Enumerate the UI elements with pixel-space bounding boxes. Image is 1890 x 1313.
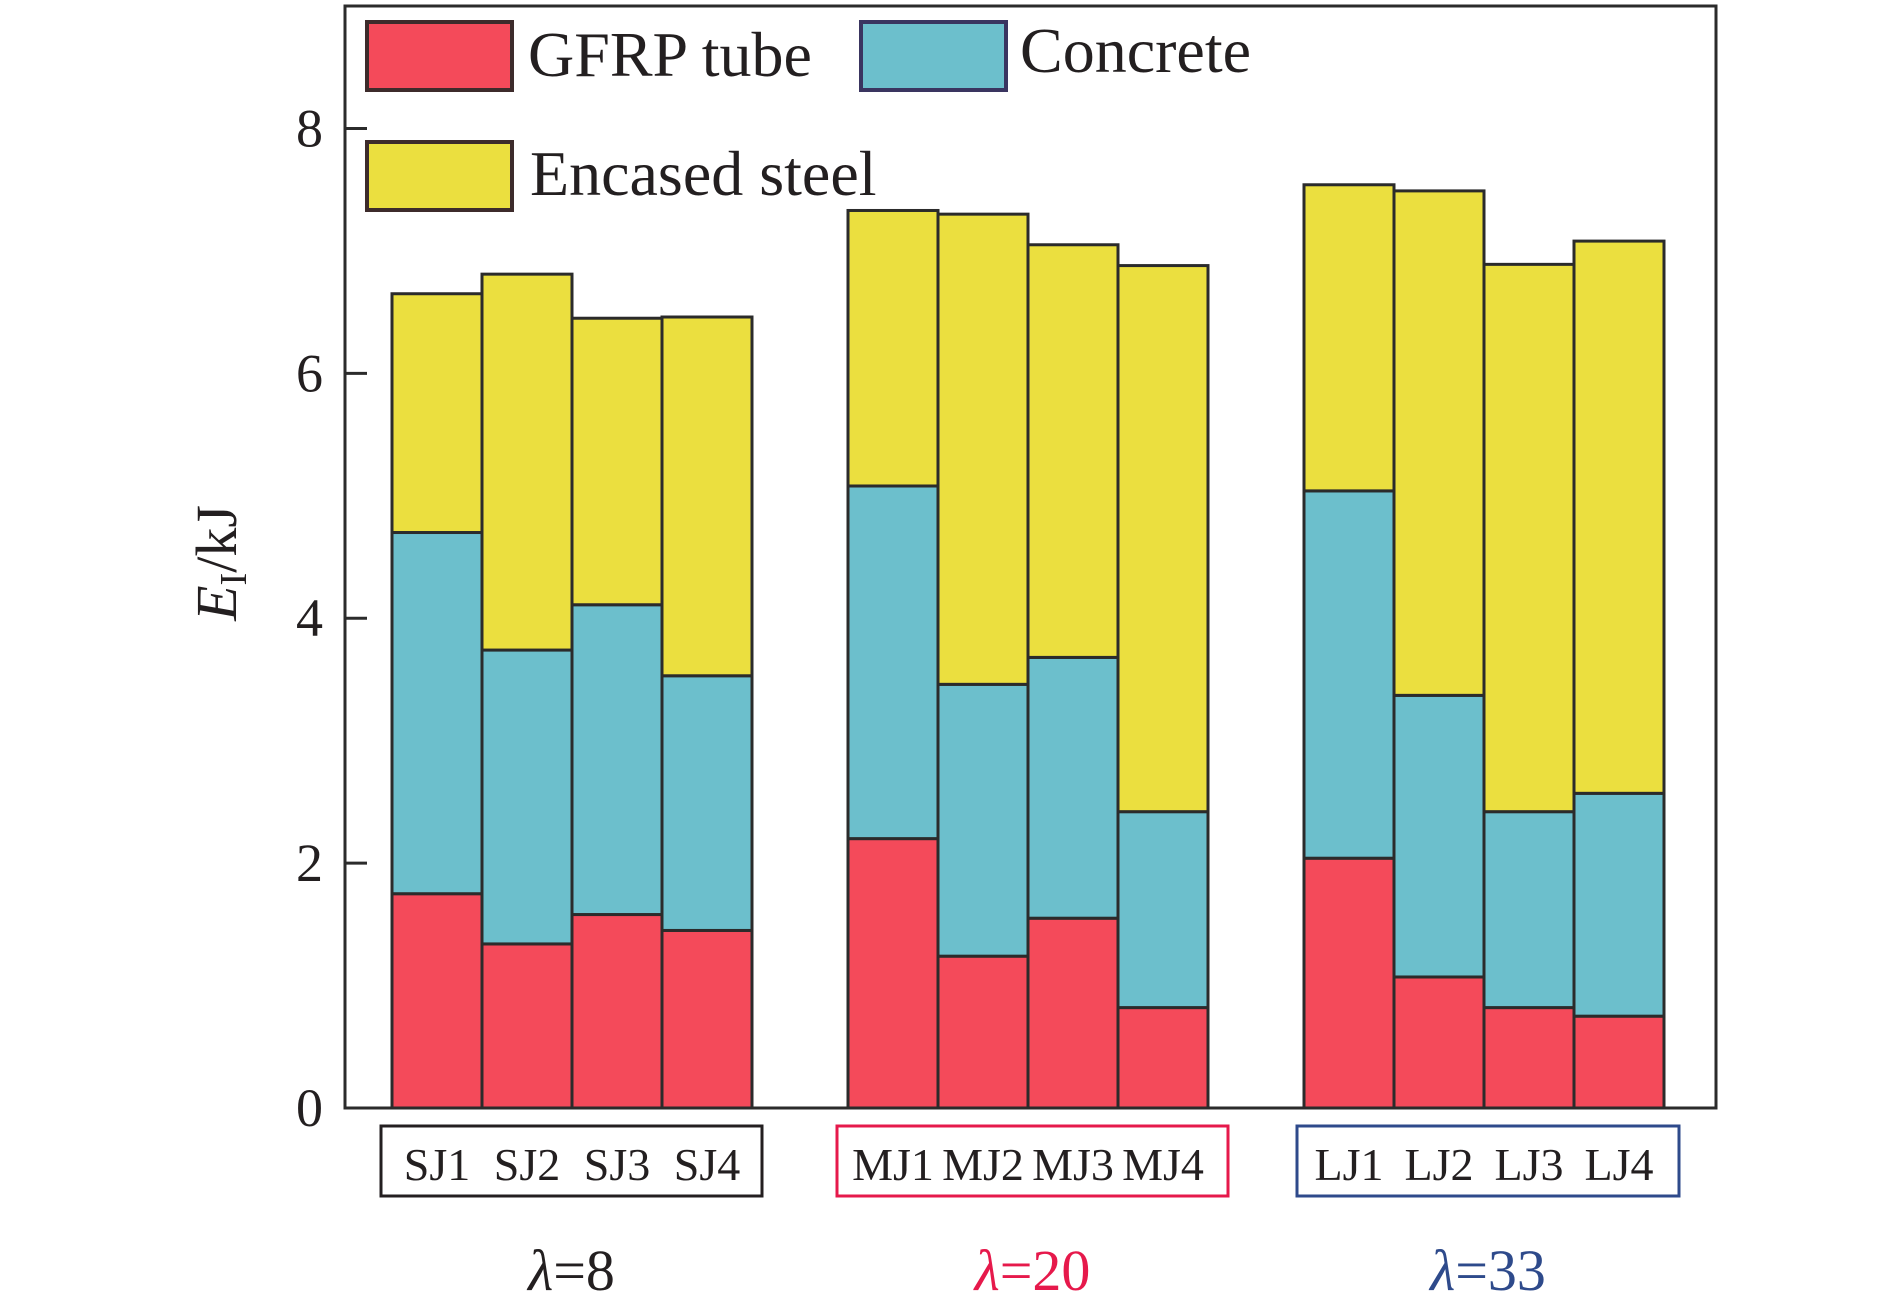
category-label-mj2: MJ2 [942,1139,1024,1190]
bar-lj4-gfrp-tube [1572,1014,1666,1110]
bar-sj1-gfrp-tube [390,892,484,1110]
bar-sj3-gfrp-tube [570,913,664,1110]
bar-mj1-gfrp-tube [846,837,940,1110]
legend: GFRP tube Concrete Encased steel [365,15,1251,212]
category-label-sj1: SJ1 [404,1139,470,1190]
plot-frame [343,4,1718,1110]
bar-lj4-concrete [1572,791,1666,1018]
group-box-1 [379,1124,764,1198]
bar-sj2-gfrp-tube [480,942,574,1110]
category-label-mj3: MJ3 [1032,1139,1114,1190]
bar-sj2-encased-steel [480,272,574,652]
y-axis-label-subscript: I [213,573,255,586]
group-label-3: λ=33 [1428,1238,1546,1303]
category-label-mj1: MJ1 [852,1139,934,1190]
y-axis-label-unit: /kJ [184,505,249,573]
bar-mj4-encased-steel [1116,264,1210,814]
category-label-lj1: LJ1 [1315,1139,1384,1190]
axes-layer: 0 2 4 6 8 [296,4,1718,1138]
category-label-lj2: LJ2 [1405,1139,1474,1190]
bar-mj1-concrete [846,484,940,841]
y-tick-label: 6 [296,343,323,403]
y-tick-label: 0 [296,1078,323,1138]
bar-lj4-encased-steel [1572,239,1666,795]
bar-lj1-concrete [1302,489,1396,860]
bar-mj2-gfrp-tube [936,954,1030,1110]
bar-lj2-concrete [1392,693,1486,979]
legend-swatch-concrete [859,20,1008,92]
bar-mj2-encased-steel [936,212,1030,686]
bar-lj3-concrete [1482,810,1576,1010]
bar-sj4-gfrp-tube [660,928,754,1110]
bar-mj3-encased-steel [1026,243,1120,659]
bar-sj3-concrete [570,603,664,917]
legend-swatch-encased-steel [365,140,514,212]
group-box-3 [1295,1124,1681,1198]
category-label-lj4: LJ4 [1585,1139,1654,1190]
bar-lj3-gfrp-tube [1482,1006,1576,1110]
category-label-mj4: MJ4 [1122,1139,1204,1190]
bars-layer [390,183,1666,1110]
group-label-value: =20 [1000,1238,1091,1303]
legend-swatch-gfrp-tube [365,20,514,92]
y-tick-label: 2 [296,833,323,893]
legend-label-encased-steel: Encased steel [530,138,877,209]
bar-mj2-concrete [936,682,1030,958]
y-tick-label: 4 [296,588,323,648]
bar-mj4-gfrp-tube [1116,1006,1210,1110]
bar-lj1-gfrp-tube [1302,856,1396,1110]
y-axis-label: EI/kJ [184,505,255,622]
bar-lj2-encased-steel [1392,189,1486,697]
category-label-sj3: SJ3 [584,1139,650,1190]
bar-lj2-gfrp-tube [1392,975,1486,1110]
category-label-sj2: SJ2 [494,1139,560,1190]
category-label-sj4: SJ4 [674,1139,740,1190]
bar-sj1-encased-steel [390,292,484,535]
group-label-1: λ=8 [526,1238,615,1303]
bar-sj1-concrete [390,531,484,896]
group-label-symbol: λ [1428,1238,1455,1303]
bar-sj3-encased-steel [570,316,664,607]
y-tick-label: 8 [296,98,323,158]
legend-label-gfrp-tube: GFRP tube [528,19,812,90]
group-label-2: λ=20 [973,1238,1091,1303]
group-label-value: =8 [553,1238,615,1303]
category-label-lj3: LJ3 [1495,1139,1564,1190]
bar-lj3-encased-steel [1482,262,1576,814]
bar-mj3-concrete [1026,655,1120,920]
bar-mj1-encased-steel [846,208,940,488]
bar-mj3-gfrp-tube [1026,916,1120,1110]
group-label-value: =33 [1455,1238,1546,1303]
group-box-2 [835,1124,1230,1198]
bar-lj1-encased-steel [1302,183,1396,493]
bar-sj2-concrete [480,648,574,946]
bar-sj4-encased-steel [660,315,754,678]
legend-label-concrete: Concrete [1020,15,1251,86]
group-label-symbol: λ [526,1238,553,1303]
bar-sj4-concrete [660,674,754,932]
y-axis-label-main: E [184,585,249,621]
bar-mj4-concrete [1116,810,1210,1010]
group-label-symbol: λ [973,1238,1000,1303]
